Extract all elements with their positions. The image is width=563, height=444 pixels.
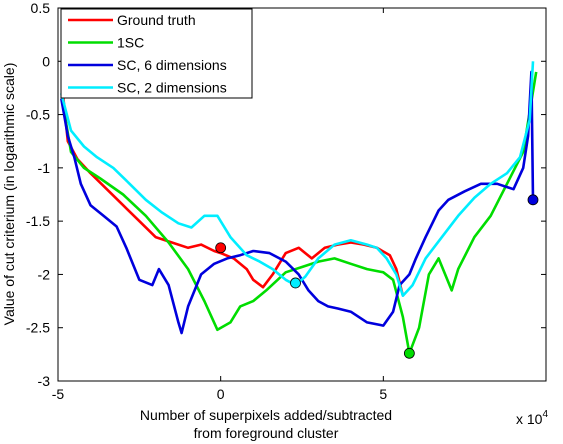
x-tick-label: 0 [217, 386, 225, 402]
x-axis-label-line: from foreground cluster [194, 425, 339, 441]
y-tick-label: -2.5 [26, 320, 50, 336]
series-layer [60, 61, 538, 355]
marker-layer [215, 194, 539, 359]
plot-frame [57, 7, 547, 382]
legend-entry-sc-6-dimensions: SC, 6 dimensions [117, 57, 227, 73]
x-axis-ticks: -5 0 5 [52, 8, 387, 402]
legend-entry-sc-2-dimensions: SC, 2 dimensions [117, 80, 227, 96]
series-line-sc-6-dimensions [60, 70, 535, 335]
y-tick-label: -1 [38, 160, 51, 176]
series-line-sc-2-dimensions [60, 61, 535, 297]
y-axis-ticks: -3 -2.5 -2 -1.5 -1 -0.5 0 0.5 [26, 0, 546, 389]
y-axis-label: Value of cut criterium (in logarithmic s… [1, 63, 17, 326]
y-tick-label: -2 [38, 266, 51, 282]
series-line-1sc [61, 71, 538, 355]
legend: Ground truth 1SC SC, 6 dimensions SC, 2 dim… [60, 8, 253, 99]
x-axis-label-line: Number of superpixels added/subtracted [140, 407, 392, 423]
legend-entry-1sc: 1SC [117, 35, 144, 51]
x-axis-multiplier: x 104 [516, 409, 548, 427]
y-tick-label: 0.5 [31, 0, 51, 16]
marker-1sc [403, 347, 415, 359]
y-tick-label: 0 [42, 53, 50, 69]
x-tick-label: 5 [379, 386, 387, 402]
legend-entry-ground-truth: Ground truth [117, 12, 196, 28]
y-tick-label: -1.5 [26, 213, 50, 229]
series-line-ground-truth [61, 93, 405, 297]
legend-box [60, 8, 253, 99]
marker-sc-2-dimensions [290, 277, 301, 289]
x-tick-label: -5 [52, 386, 65, 402]
marker-ground-truth [215, 242, 227, 254]
y-tick-label: -3 [38, 373, 51, 389]
marker-sc-6-dimensions [527, 194, 539, 206]
y-tick-label: -0.5 [26, 107, 50, 123]
x-axis-label: Number of superpixels added/subtracted fr… [140, 407, 392, 441]
